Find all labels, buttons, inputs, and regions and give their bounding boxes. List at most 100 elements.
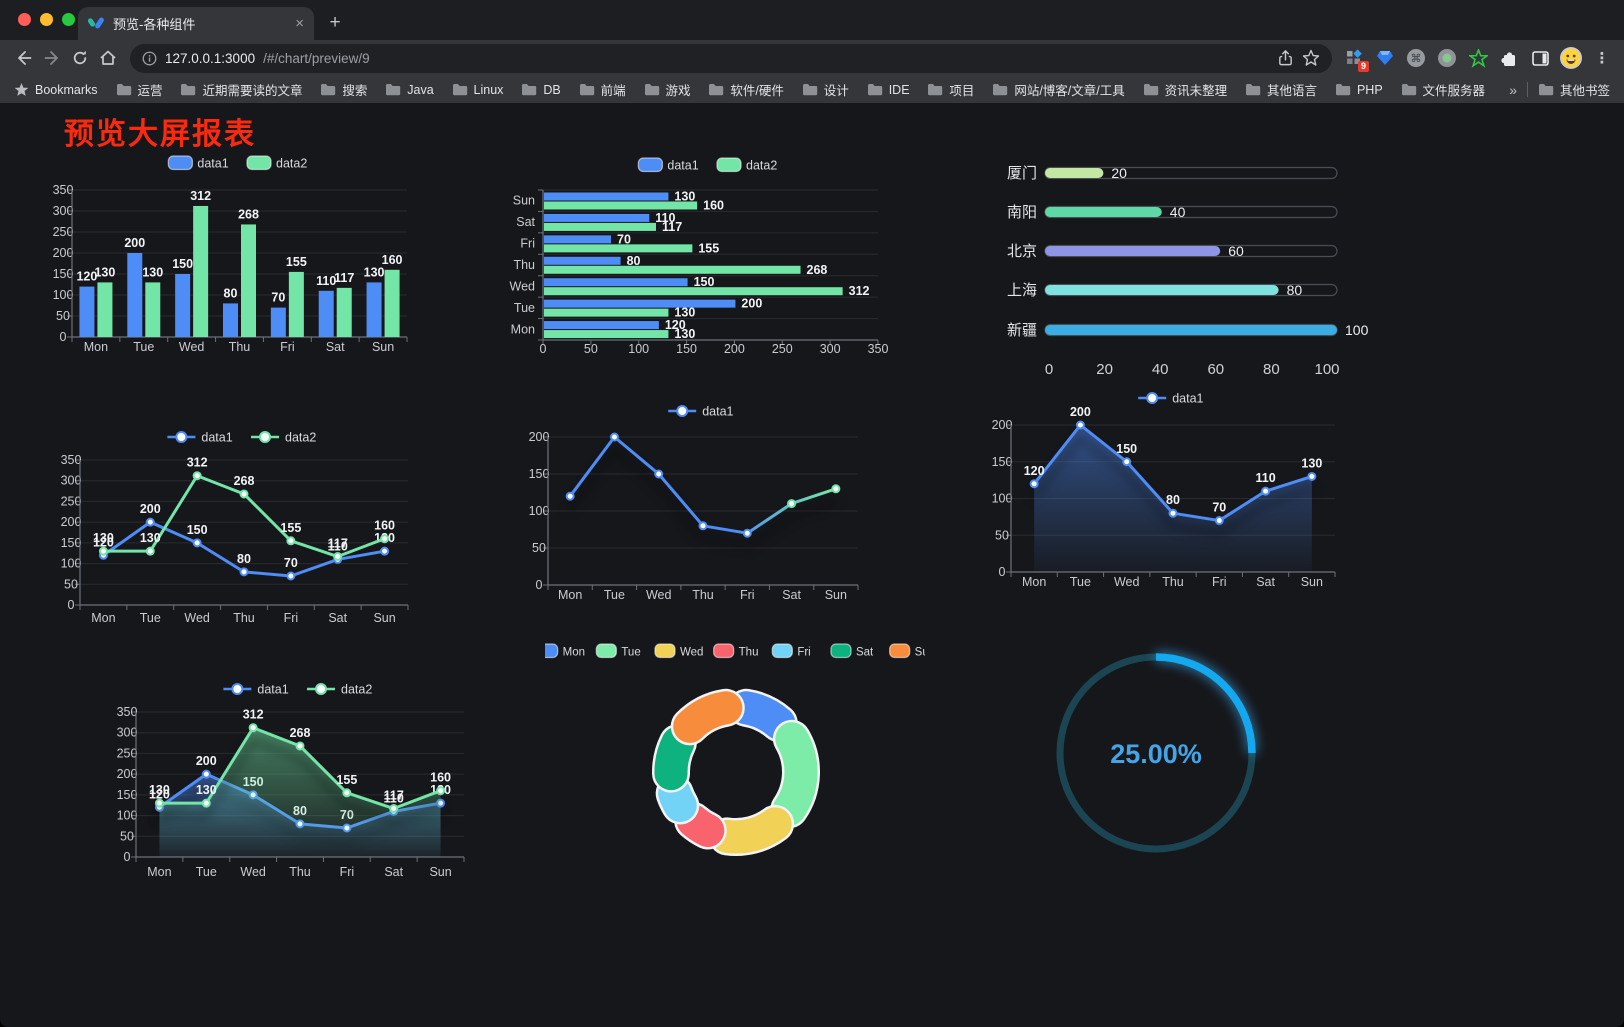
svg-text:130: 130	[674, 190, 695, 204]
svg-text:130: 130	[93, 531, 114, 545]
chart-dual-area-line[interactable]: data1 data2 0 50 100 150 200 250 300 350 Mon Tue Wed…	[95, 670, 507, 883]
tab-close-icon[interactable]: ×	[295, 15, 304, 32]
svg-text:Mon: Mon	[147, 865, 171, 879]
svg-text:Fri: Fri	[740, 588, 755, 602]
bookmark-folder[interactable]: 项目	[927, 80, 974, 99]
svg-text:Wed: Wed	[184, 611, 210, 625]
minimize-window-button[interactable]	[40, 13, 53, 26]
svg-text:Fri: Fri	[280, 340, 295, 354]
chart-area-line[interactable]: data1 0 50 100 150 200 Mon Tue Wed Thu Fri Sat Sun 12…	[985, 385, 1357, 592]
svg-text:130: 130	[94, 265, 115, 279]
bookmark-folder[interactable]: 资讯未整理	[1143, 80, 1227, 99]
bookmark-folder[interactable]: 近期需要读的文章	[180, 80, 302, 99]
svg-text:70: 70	[284, 556, 298, 570]
browser-tab[interactable]: 预览-各种组件 ×	[78, 7, 314, 40]
bookmark-folder[interactable]: 文件服务器	[1401, 80, 1485, 99]
other-bookmarks[interactable]: 其他书签	[1538, 80, 1610, 99]
home-button[interactable]	[94, 44, 122, 72]
svg-text:155: 155	[698, 241, 719, 255]
reload-button[interactable]	[66, 44, 94, 72]
command-circle-extension-icon[interactable]: ⌘	[1404, 46, 1428, 70]
svg-text:300: 300	[117, 726, 138, 740]
svg-text:0: 0	[68, 598, 75, 612]
bookmark-folder[interactable]: 软件/硬件	[708, 80, 784, 99]
gem-extension-icon[interactable]	[1373, 46, 1397, 70]
bookmark-folder[interactable]: 运营	[116, 80, 163, 99]
green-dot-circle-extension-icon[interactable]	[1435, 46, 1459, 70]
svg-text:50: 50	[532, 541, 546, 555]
svg-text:data2: data2	[276, 157, 307, 171]
extensions-puzzle-icon[interactable]	[1497, 46, 1521, 70]
svg-text:data1: data1	[1172, 392, 1203, 406]
folder-icon	[993, 84, 1008, 96]
folder-icon	[928, 84, 943, 96]
svg-text:Fri: Fri	[340, 865, 355, 879]
svg-text:350: 350	[53, 183, 74, 197]
back-button[interactable]	[10, 44, 38, 72]
bookmark-folder[interactable]: 其他语言	[1245, 80, 1317, 99]
new-tab-button[interactable]: +	[329, 12, 341, 33]
profile-avatar[interactable]	[1559, 46, 1583, 70]
bookmark-folder[interactable]: PHP	[1335, 80, 1383, 99]
bookmark-folder[interactable]: 搜索	[320, 80, 367, 99]
chart-dual-line[interactable]: data1 data2 0 50 100 150 200 250 300 350 Mon Tue Wed…	[40, 420, 450, 632]
chart-grouped-bar[interactable]: data1 data2 0 50 100 150 200 250 300 350 Mon Tue Wed…	[40, 140, 450, 362]
svg-text:50: 50	[995, 528, 1009, 542]
svg-text:Thu: Thu	[692, 588, 714, 602]
bookmarks-overflow-chevron[interactable]: »	[1509, 81, 1517, 98]
chart-donut-pie[interactable]: Mon Tue Wed Thu Fri Sat Sun	[537, 630, 935, 865]
svg-text:0: 0	[536, 578, 543, 592]
svg-text:Fri: Fri	[797, 647, 810, 659]
folder-icon	[1401, 84, 1416, 96]
side-panel-icon[interactable]	[1528, 46, 1552, 70]
svg-text:130: 130	[1301, 456, 1322, 470]
folder-icon	[116, 84, 131, 96]
bookmark-folder[interactable]: 网站/博客/文章/工具	[992, 80, 1125, 99]
svg-text:Thu: Thu	[289, 865, 311, 879]
svg-text:新疆: 新疆	[1007, 322, 1037, 339]
svg-text:268: 268	[238, 207, 259, 221]
bookmark-folder[interactable]: 前端	[579, 80, 626, 99]
bookmark-folder[interactable]: 设计	[802, 80, 849, 99]
green-star-extension-icon[interactable]	[1466, 46, 1490, 70]
svg-text:上海: 上海	[1007, 282, 1037, 299]
grid-extension-icon[interactable]: 9	[1342, 46, 1369, 72]
svg-text:312: 312	[187, 456, 208, 470]
bookmarks-manager[interactable]: Bookmarks	[14, 82, 98, 97]
folder-icon	[709, 84, 724, 96]
chart-capsule-progress[interactable]: 厦门 20 南阳 40 北京 60 上海 80 新疆 100 0 20 40 60 80 100	[990, 150, 1380, 382]
zoom-window-button[interactable]	[62, 13, 75, 26]
svg-text:20: 20	[1096, 361, 1113, 378]
svg-text:data1: data1	[702, 405, 733, 419]
bookmarks-separator	[1526, 82, 1528, 97]
folder-icon	[181, 84, 196, 96]
svg-text:厦门: 厦门	[1007, 165, 1037, 182]
site-info-icon[interactable]	[142, 51, 157, 66]
svg-text:130: 130	[196, 783, 217, 797]
svg-text:Sun: Sun	[429, 865, 451, 879]
svg-text:117: 117	[384, 789, 404, 803]
svg-text:300: 300	[53, 204, 74, 218]
svg-text:150: 150	[172, 257, 193, 271]
forward-button[interactable]	[38, 44, 66, 72]
bookmark-folder[interactable]: IDE	[867, 80, 910, 99]
share-icon[interactable]	[1277, 49, 1294, 67]
svg-text:Tue: Tue	[621, 647, 640, 659]
extension-badge: 9	[1357, 61, 1369, 72]
svg-text:312: 312	[190, 189, 211, 203]
bookmark-folder[interactable]: Java	[385, 80, 434, 99]
close-window-button[interactable]	[18, 13, 31, 26]
kebab-menu-icon[interactable]: ⋮	[1594, 50, 1610, 67]
svg-text:117: 117	[328, 537, 348, 551]
chart-gradient-line[interactable]: data1 0 50 100 150 200 Mon Tue Wed Thu Fri Sat Sun	[505, 390, 895, 605]
chart-horizontal-bar[interactable]: data1 data2 0 50 100 150 200 250 300 350 Mon 120 130…	[505, 140, 897, 362]
svg-text:Wed: Wed	[680, 647, 703, 659]
chart-progress-ring[interactable]: 25.00%	[1040, 640, 1280, 866]
bookmark-folder[interactable]: 游戏	[644, 80, 691, 99]
address-bar[interactable]: 127.0.0.1:3000 /#/chart/preview/9	[130, 43, 1332, 73]
bookmark-folder[interactable]: DB	[521, 80, 561, 99]
svg-text:Fri: Fri	[284, 611, 299, 625]
bookmark-star-icon[interactable]	[1302, 49, 1320, 67]
bookmark-folder[interactable]: Linux	[452, 80, 503, 99]
